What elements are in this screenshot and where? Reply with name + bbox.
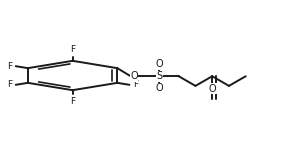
Text: F: F [133,80,138,89]
Text: F: F [70,98,75,106]
Text: O: O [208,84,216,94]
Text: O: O [155,59,163,69]
Text: F: F [7,62,12,71]
Text: F: F [7,80,12,89]
Text: O: O [130,71,138,81]
Text: O: O [155,83,163,93]
Text: S: S [156,71,162,81]
Text: F: F [70,45,75,54]
